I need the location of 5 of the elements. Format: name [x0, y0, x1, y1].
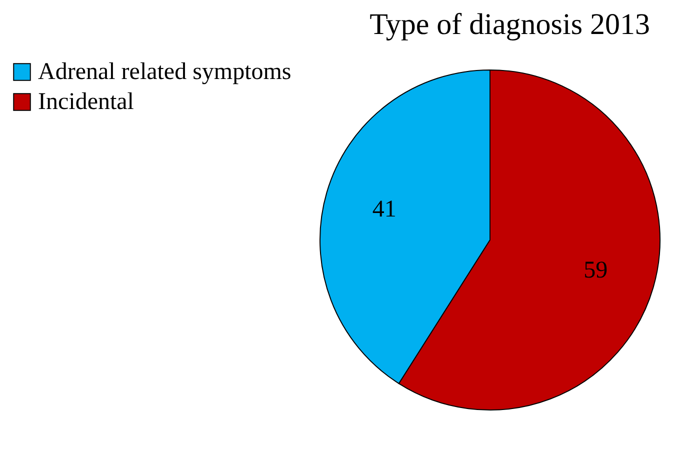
- legend-label: Adrenal related symptoms: [38, 59, 292, 85]
- data-label: 41: [372, 196, 396, 222]
- data-label: 59: [584, 258, 608, 284]
- legend-label: Incidental: [38, 89, 134, 115]
- chart-title: Type of diagnosis 2013: [370, 8, 650, 41]
